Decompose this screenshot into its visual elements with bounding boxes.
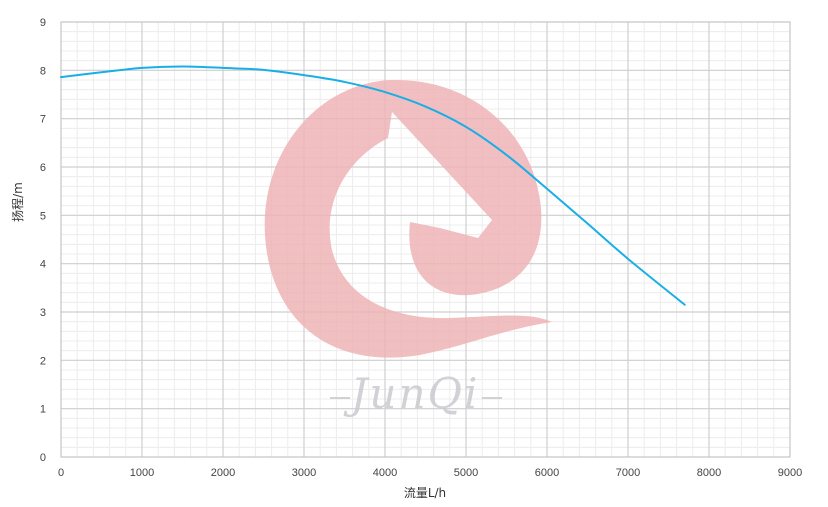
x-tick-label: 2000: [211, 467, 235, 479]
series-layer: [60, 65, 686, 306]
plot-border: [60, 21, 791, 458]
watermark-logo: JunQi: [264, 79, 552, 418]
y-tick-label: 1: [40, 404, 46, 416]
x-tick-label: 7000: [616, 467, 640, 479]
y-tick-label: 6: [40, 162, 46, 174]
x-tick-label: 4000: [373, 467, 397, 479]
watermark-text: JunQi: [343, 369, 480, 418]
x-tick-label: 9000: [778, 467, 802, 479]
x-tick-label: 5000: [454, 467, 478, 479]
x-tick-label: 0: [58, 467, 64, 479]
y-tick-label: 0: [40, 452, 46, 464]
x-tick-label: 3000: [292, 467, 316, 479]
y-tick-label: 3: [40, 307, 46, 319]
y-tick-label: 5: [40, 210, 46, 222]
y-tick-label: 2: [40, 355, 46, 367]
y-tick-label: 9: [40, 17, 46, 29]
plot-frame: [60, 21, 791, 458]
y-tick-label: 4: [40, 259, 46, 271]
y-axis-title: 扬程/m: [10, 182, 25, 222]
x-axis-tick-labels: 0 1000 2000 3000 4000 5000 6000 7000 8000 9000: [58, 467, 802, 479]
y-tick-label: 8: [40, 65, 46, 77]
x-axis-title: 流量L/h: [404, 486, 446, 500]
x-tick-label: 8000: [697, 467, 721, 479]
y-tick-label: 7: [40, 114, 46, 126]
y-axis-tick-labels: 0 1 2 3 4 5 6 7 8 9: [40, 17, 46, 464]
series-line: [60, 65, 686, 306]
watermark-crescent: [264, 79, 552, 358]
x-tick-label: 6000: [535, 467, 559, 479]
x-tick-label: 1000: [130, 467, 154, 479]
